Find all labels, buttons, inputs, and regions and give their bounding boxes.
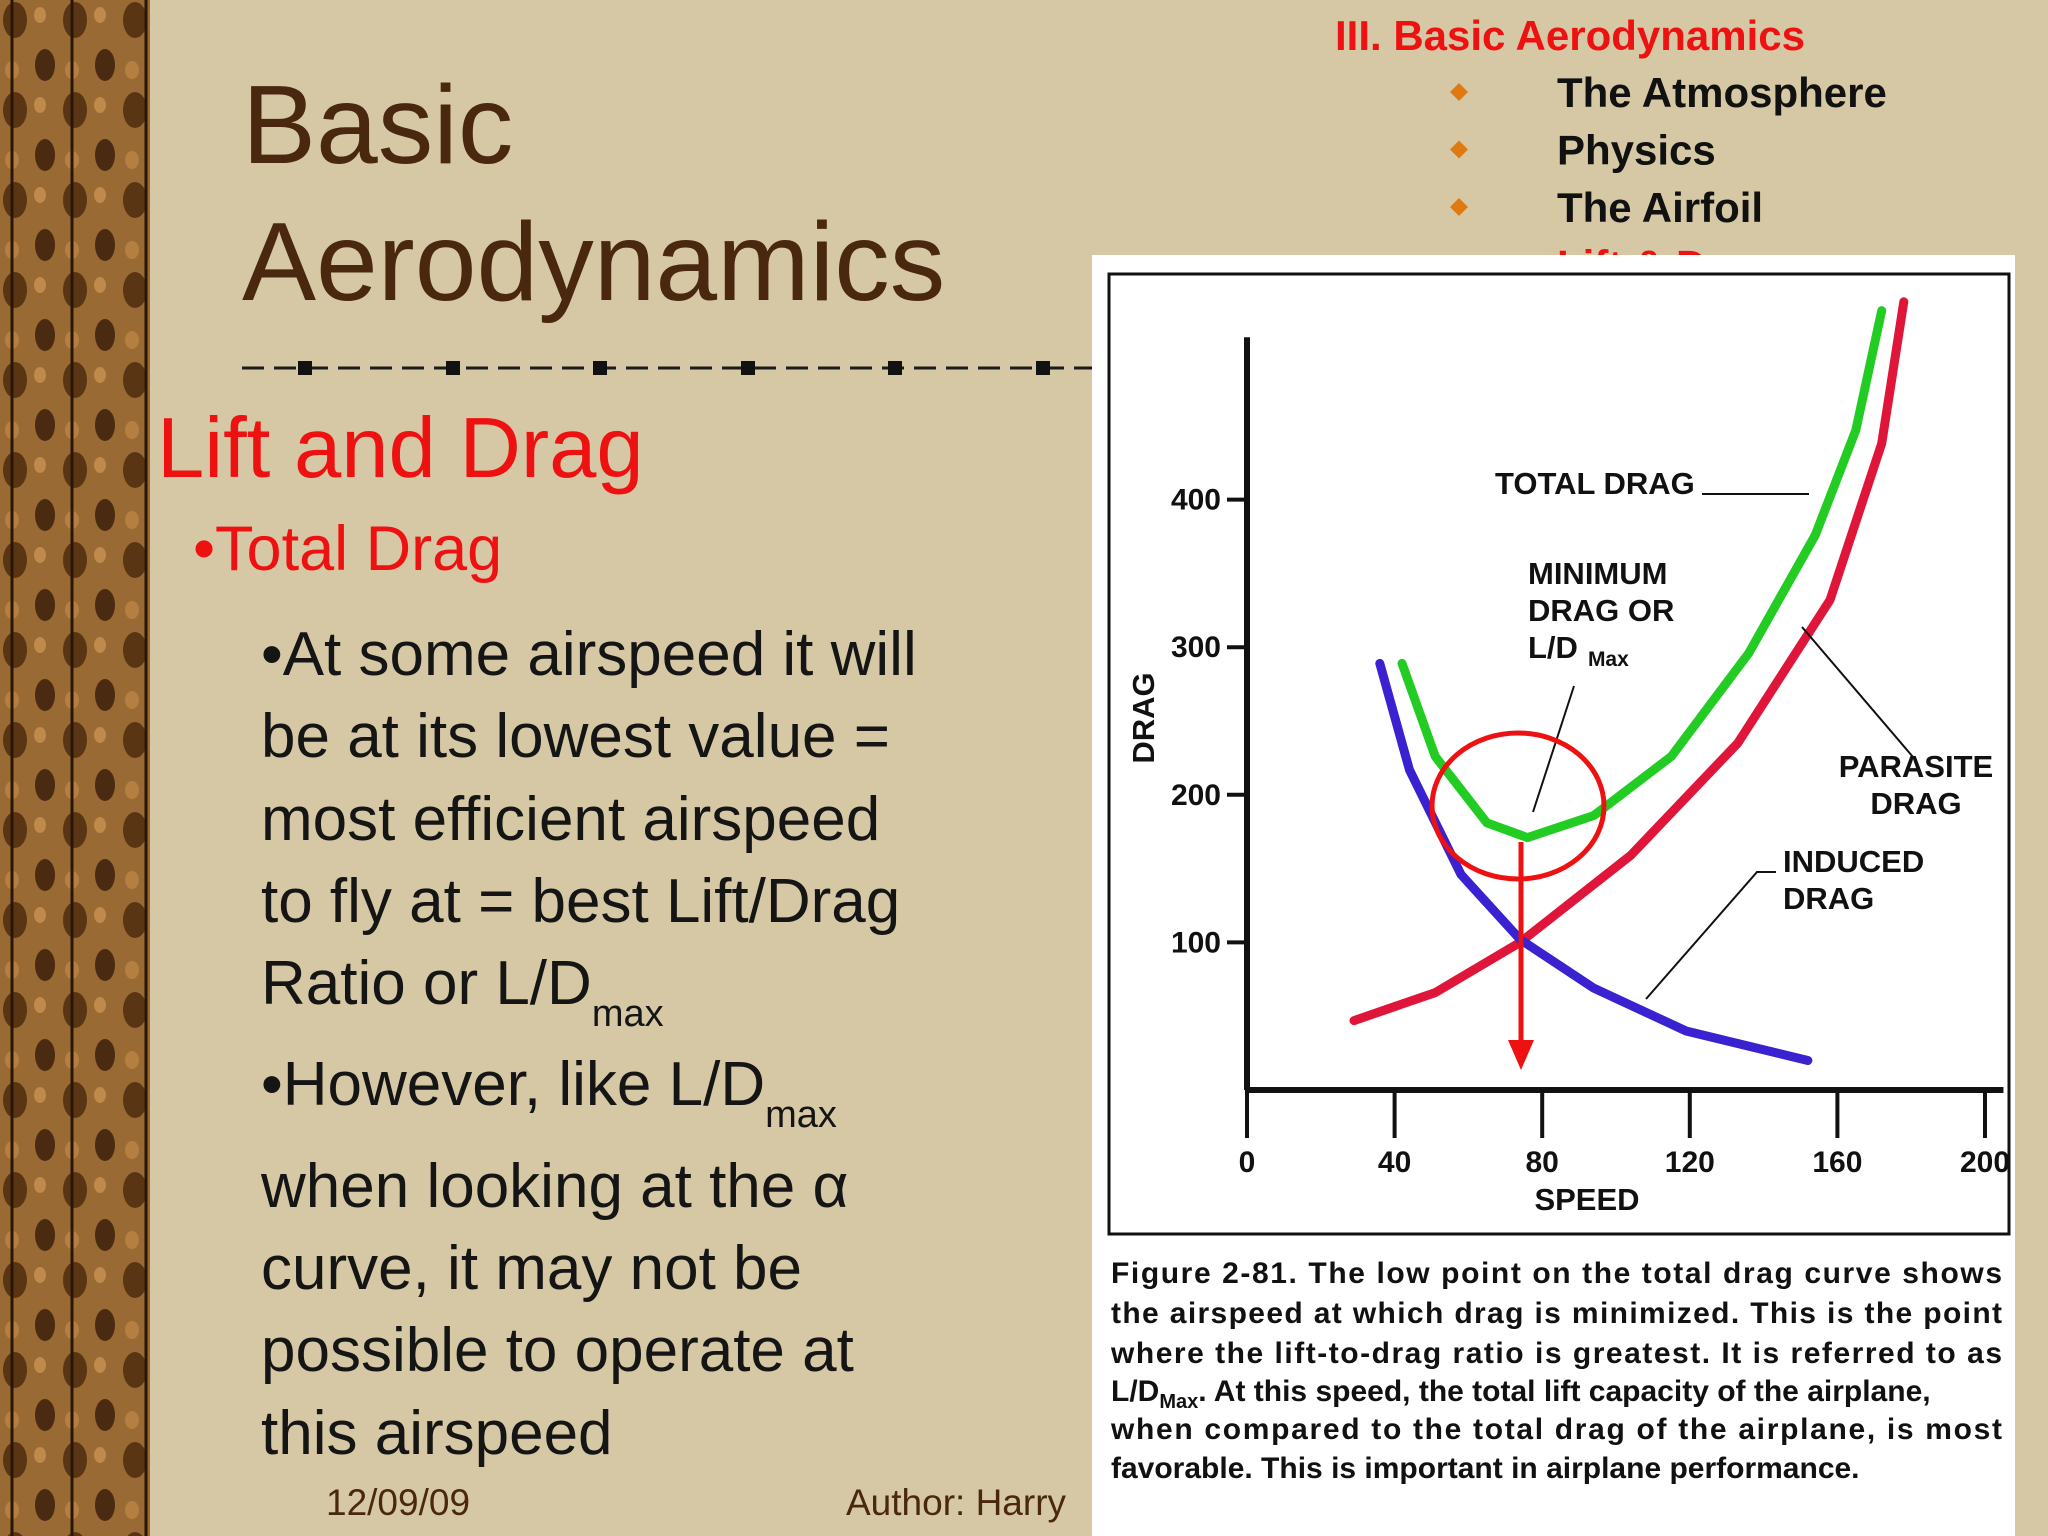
annotation: TOTAL DRAG	[1495, 466, 1695, 501]
annotation-sub: Max	[1588, 648, 1629, 671]
caption-text: Max	[1159, 1391, 1198, 1413]
annotation-text: PARASITE	[1839, 749, 1993, 784]
annotation-text: INDUCED	[1783, 844, 1924, 879]
section-heading: Lift and Drag	[157, 401, 644, 496]
body-text: possible to operate at	[261, 1316, 854, 1385]
nav-bullet	[1450, 198, 1468, 216]
annotation: L/D Max	[1528, 630, 1629, 671]
annotation-text: DRAG	[1870, 786, 1961, 821]
body-line: to fly at = best Lift/Drag	[261, 867, 900, 936]
annotation: PARASITE	[1839, 749, 1993, 784]
y-tick-label: 100	[1171, 926, 1221, 959]
y-tick-label: 300	[1171, 631, 1221, 664]
body-line: Ratio or L/Dmax	[261, 949, 664, 1035]
body-line: most efficient airspeed	[261, 785, 880, 854]
figure-frame	[1107, 272, 2011, 1236]
body-text: this airspeed	[261, 1399, 613, 1468]
x-tick-label: 40	[1378, 1146, 1411, 1179]
x-tick-label: 80	[1526, 1146, 1559, 1179]
nav-item: Physics	[1557, 127, 1716, 174]
caption-text: favorable. This is important in airplane…	[1111, 1452, 1860, 1485]
body-line: possible to operate at	[261, 1316, 854, 1385]
nav-item: The Airfoil	[1557, 184, 1763, 231]
figure-decor	[1429, 493, 1914, 1070]
annotation: DRAG OR	[1528, 593, 1674, 628]
subscript: max	[765, 1094, 837, 1136]
body-line: curve, it may not be	[261, 1234, 802, 1303]
x-tick-label: 120	[1665, 1146, 1715, 1179]
caption-line: when compared to the total drag of the a…	[1110, 1413, 2002, 1446]
body-text: be at its lowest value =	[261, 702, 890, 771]
annotation-text: L/D	[1528, 630, 1578, 665]
footer-date: 12/09/09	[326, 1482, 470, 1523]
caption-text: where the lift-to-drag ratio is greatest…	[1110, 1337, 2002, 1370]
x-tick-label: 0	[1239, 1146, 1256, 1179]
body-text: curve, it may not be	[261, 1234, 802, 1303]
x-axis-label: SPEED	[1534, 1182, 1639, 1217]
border-lines	[10, 0, 148, 1536]
divider-dots	[298, 361, 1050, 375]
annotation: MINIMUM	[1528, 556, 1667, 591]
body-text: •At some airspeed it will	[261, 620, 917, 689]
annotation-text: DRAG OR	[1528, 593, 1674, 628]
data-line	[1397, 306, 1887, 843]
sub-heading: •Total Drag	[193, 514, 502, 584]
caption-line: where the lift-to-drag ratio is greatest…	[1110, 1337, 2002, 1370]
caption-line: favorable. This is important in airplane…	[1111, 1452, 1860, 1485]
y-tick-label: 200	[1171, 779, 1221, 812]
body-text: most efficient airspeed	[261, 785, 880, 854]
caption-text: when compared to the total drag of the a…	[1110, 1413, 2002, 1446]
y-axis-label: DRAG	[1126, 672, 1161, 763]
caption-text: L/D	[1111, 1375, 1159, 1408]
slide-title: Basic	[242, 63, 513, 187]
caption-line: Figure 2-81. The low point on the total …	[1111, 1257, 2002, 1290]
data-line	[1349, 297, 1909, 1026]
body-text: to fly at = best Lift/Drag	[261, 867, 900, 936]
body-line: when looking at the α	[260, 1152, 848, 1221]
body-line: this airspeed	[261, 1399, 613, 1468]
caption-text: . At this speed, the total lift capacity…	[1198, 1375, 1930, 1408]
x-tick-label: 160	[1812, 1146, 1862, 1179]
annotation: INDUCED	[1783, 844, 1924, 879]
caption-line: the airspeed at which drag is minimized.…	[1111, 1297, 2002, 1330]
annotation-text: TOTAL DRAG	[1495, 466, 1695, 501]
body-line: be at its lowest value =	[261, 702, 890, 771]
nav-bullet	[1450, 140, 1468, 159]
body-text: when looking at the α	[260, 1152, 848, 1221]
annotation: DRAG	[1870, 786, 1961, 821]
caption-line: L/DMax. At this speed, the total lift ca…	[1111, 1375, 1931, 1413]
body-text: Ratio or L/D	[261, 949, 592, 1018]
annotation-text: MINIMUM	[1528, 556, 1667, 591]
body-text: •However, like L/D	[261, 1050, 765, 1119]
annotation: DRAG	[1783, 881, 1874, 916]
wood-border	[0, 0, 150, 1536]
footer-author: Author: Harry	[846, 1482, 1067, 1523]
body-line: •However, like L/Dmax	[261, 1050, 837, 1136]
x-tick-label: 200	[1960, 1146, 2010, 1179]
annotation-text: DRAG	[1783, 881, 1874, 916]
body-line: •At some airspeed it will	[261, 620, 917, 689]
nav-section: III. Basic Aerodynamics	[1335, 12, 1805, 59]
caption-text: the airspeed at which drag is minimized.…	[1111, 1297, 2002, 1330]
subscript: max	[592, 993, 664, 1035]
slide-text: Basic Aerodynamics Lift and Drag •Total Dra…	[157, 12, 1887, 1523]
y-tick-label: 400	[1171, 484, 1221, 517]
slide-title: Aerodynamics	[242, 200, 945, 324]
nav-item: The Atmosphere	[1557, 69, 1887, 116]
nav-bullet	[1450, 83, 1468, 101]
caption-text: Figure 2-81. The low point on the total …	[1111, 1257, 2002, 1290]
